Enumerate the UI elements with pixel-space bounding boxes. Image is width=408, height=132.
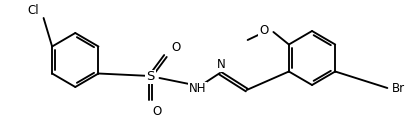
Text: O: O (259, 25, 268, 37)
Text: O: O (153, 105, 162, 118)
Text: O: O (171, 41, 181, 54)
Text: Br: Br (392, 82, 406, 95)
Text: NH: NH (188, 82, 206, 95)
Text: N: N (217, 58, 225, 71)
Text: Cl: Cl (27, 4, 39, 17)
Text: S: S (146, 70, 155, 84)
